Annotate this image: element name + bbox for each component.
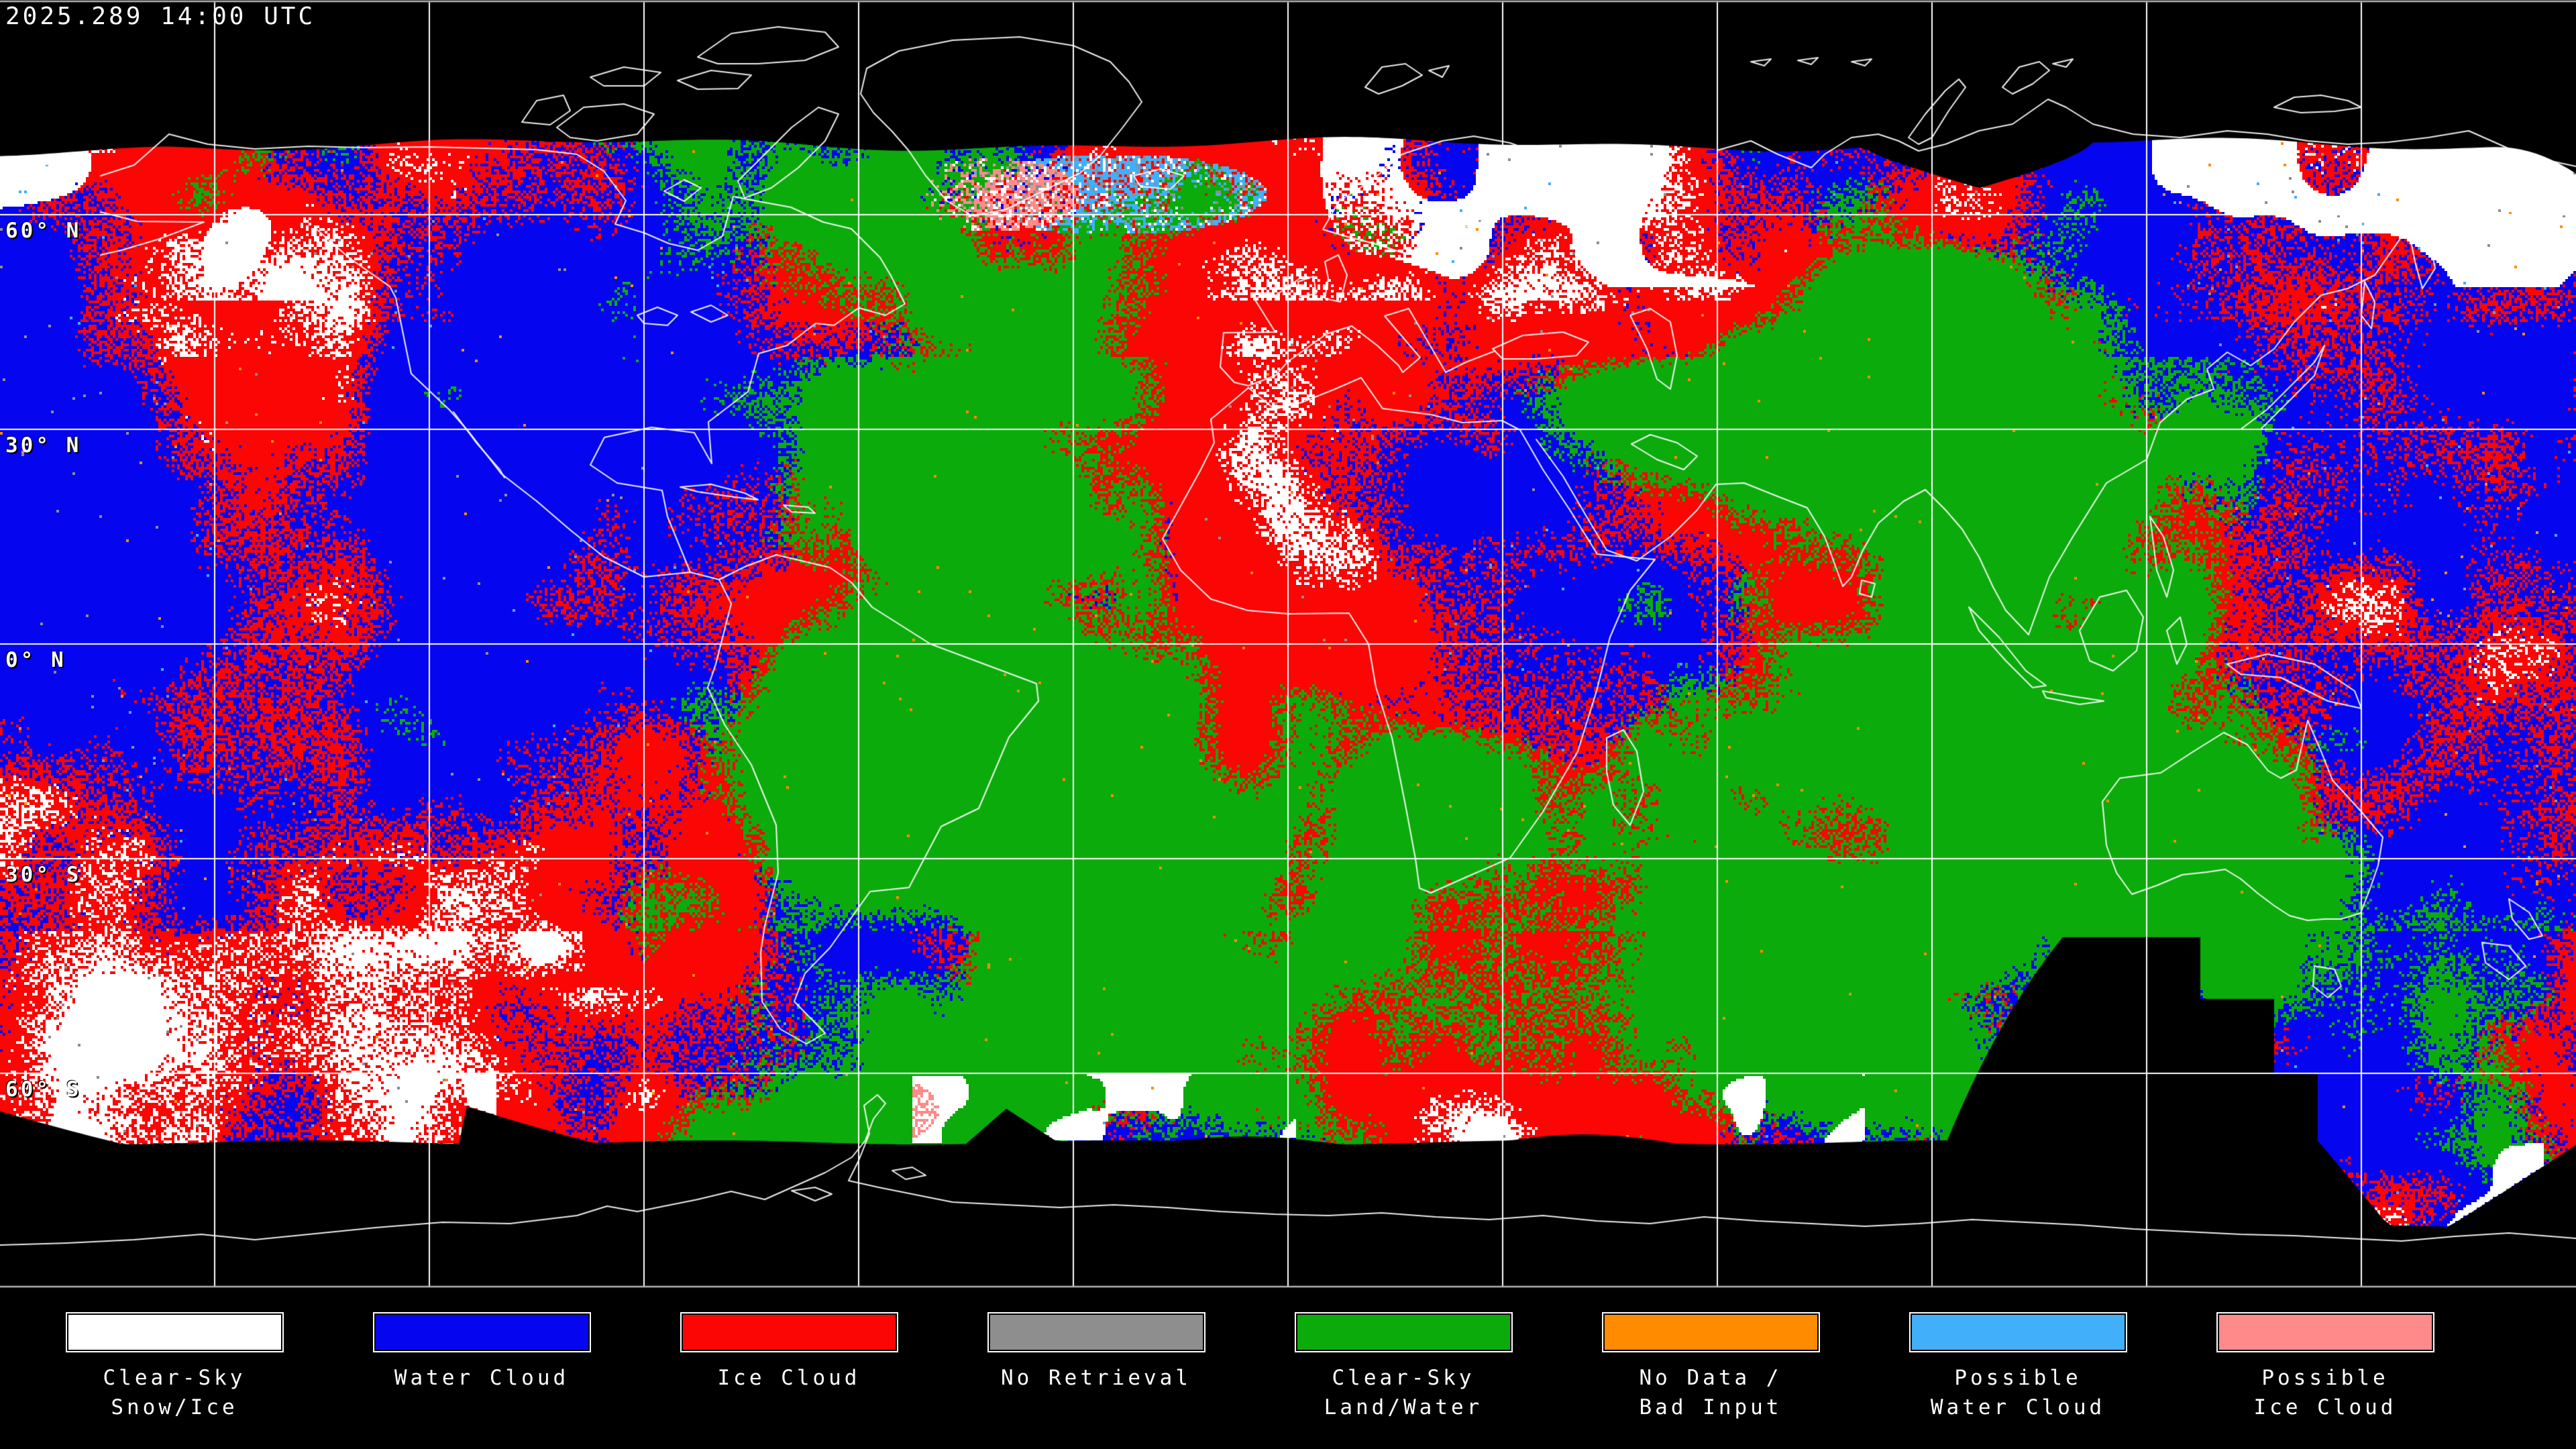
legend-item-possible-ice-cloud: Possible Ice Cloud [2178, 1312, 2473, 1422]
legend-swatch-possible-ice-cloud [2216, 1312, 2434, 1352]
legend-label: Possible [2261, 1366, 2389, 1390]
lat-label-60n: 60° N [5, 219, 82, 243]
legend-label: Ice Cloud [2253, 1395, 2397, 1419]
legend: Clear-Sky Snow/Ice Water Cloud Ice Cloud … [0, 1287, 2576, 1449]
legend-item-no-retrieval: No Retrieval [949, 1312, 1244, 1422]
legend-label [334, 1393, 629, 1422]
legend-label: Clear-Sky [103, 1366, 246, 1390]
legend-item-no-data-bad-input: No Data / Bad Input [1563, 1312, 1858, 1422]
legend-label: Water Cloud [394, 1366, 570, 1390]
legend-label: No Retrieval [1001, 1366, 1191, 1390]
legend-label [641, 1393, 936, 1422]
legend-label: No Data / [1639, 1366, 1782, 1390]
legend-item-clear-sky-snow-ice: Clear-Sky Snow/Ice [27, 1312, 322, 1422]
lat-label-0n: 0° N [5, 648, 66, 672]
legend-label: Ice Cloud [717, 1366, 861, 1390]
lat-label-30s: 30° S [5, 863, 82, 887]
legend-label: Clear-Sky [1332, 1366, 1475, 1390]
legend-swatch-clear-sky-snow-ice [65, 1312, 284, 1352]
legend-swatch-no-retrieval [987, 1312, 1205, 1352]
legend-label: Bad Input [1639, 1395, 1782, 1419]
legend-label: Possible [1954, 1366, 2082, 1390]
legend-swatch-possible-water-cloud [1909, 1312, 2127, 1352]
timestamp: 2025.289 14:00 UTC [5, 3, 316, 30]
lat-label-60s: 60° S [5, 1077, 82, 1102]
legend-item-ice-cloud: Ice Cloud [641, 1312, 936, 1422]
lat-label-30n: 30° N [5, 433, 82, 458]
legend-swatch-clear-sky-land-water [1294, 1312, 1513, 1352]
legend-item-water-cloud: Water Cloud [334, 1312, 629, 1422]
legend-swatch-ice-cloud [680, 1312, 898, 1352]
legend-label: Water Cloud [1930, 1395, 2106, 1419]
legend-label: Land/Water [1324, 1395, 1483, 1419]
legend-swatch-water-cloud [372, 1312, 591, 1352]
legend-item-possible-water-cloud: Possible Water Cloud [1870, 1312, 2165, 1422]
legend-label: Snow/Ice [111, 1395, 238, 1419]
legend-swatch-no-data-bad-input [1601, 1312, 1820, 1352]
legend-label [949, 1393, 1244, 1422]
legend-item-clear-sky-land-water: Clear-Sky Land/Water [1256, 1312, 1551, 1422]
